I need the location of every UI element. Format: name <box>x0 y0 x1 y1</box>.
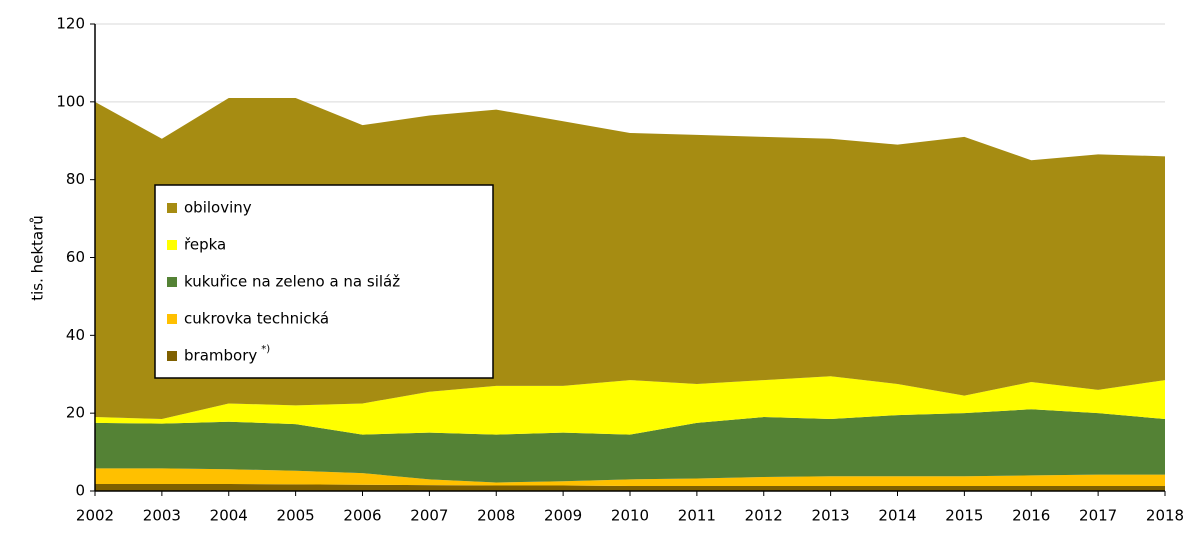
legend-swatch <box>167 203 177 213</box>
x-tick-label: 2005 <box>277 507 315 525</box>
legend-swatch <box>167 351 177 361</box>
legend-label: brambory *) <box>184 344 270 365</box>
x-tick-label: 2018 <box>1146 507 1184 525</box>
legend-label: kukuřice na zeleno a na siláž <box>184 273 400 291</box>
x-tick-label: 2008 <box>477 507 515 525</box>
x-tick-label: 2015 <box>945 507 983 525</box>
x-tick-label: 2017 <box>1079 507 1117 525</box>
x-tick-label: 2003 <box>143 507 181 525</box>
x-tick-label: 2009 <box>544 507 582 525</box>
area <box>95 376 1165 435</box>
x-tick-label: 2006 <box>343 507 381 525</box>
x-tick-label: 2010 <box>611 507 649 525</box>
legend-swatch <box>167 314 177 324</box>
y-tick-label: 0 <box>75 482 85 500</box>
y-tick-label: 20 <box>66 404 85 422</box>
legend-swatch <box>167 277 177 287</box>
x-tick-label: 2014 <box>878 507 916 525</box>
legend-label: řepka <box>184 236 226 254</box>
y-tick-label: 120 <box>56 15 85 33</box>
x-tick-label: 2004 <box>210 507 248 525</box>
area <box>95 409 1165 483</box>
x-tick-label: 2016 <box>1012 507 1050 525</box>
y-tick-label: 60 <box>66 248 85 266</box>
legend-label: obiloviny <box>184 199 252 217</box>
x-tick-label: 2013 <box>812 507 850 525</box>
legend-note: *) <box>261 344 270 355</box>
legend-label: cukrovka technická <box>184 310 329 328</box>
area <box>95 483 1165 491</box>
y-axis-label: tis. hektarů <box>29 215 47 301</box>
x-tick-label: 2007 <box>410 507 448 525</box>
x-tick-label: 2012 <box>745 507 783 525</box>
legend-swatch <box>167 240 177 250</box>
x-tick-label: 2002 <box>76 507 114 525</box>
y-tick-label: 100 <box>56 92 85 110</box>
y-tick-label: 80 <box>66 170 85 188</box>
area <box>95 468 1165 486</box>
legend-box <box>154 184 494 379</box>
x-tick-label: 2011 <box>678 507 716 525</box>
y-tick-label: 40 <box>66 326 85 344</box>
